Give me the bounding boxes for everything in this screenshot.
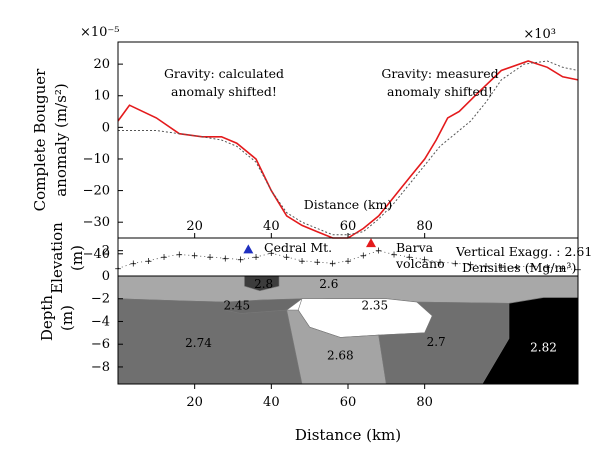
calculated-anomaly-line (117, 60, 579, 239)
elevation-point: + (559, 264, 567, 274)
calculated-anomaly-note-line1: Gravity: calculated (164, 66, 284, 81)
depth-xlabel: Distance (km) (295, 426, 401, 444)
gravity-ytick-label: −40 (83, 247, 110, 262)
gravity-xtick-label: 40 (263, 219, 280, 234)
elevation-point: + (298, 257, 306, 267)
depth-xtick-label: 20 (186, 395, 203, 410)
elevation-point: + (206, 253, 214, 263)
depth-xtick-label: 80 (416, 395, 433, 410)
elevation-point: + (160, 253, 168, 263)
elevation-point: + (390, 250, 398, 260)
density-label: 2.74 (185, 336, 212, 350)
depth-ytick-label: −6 (91, 337, 110, 352)
elevation-point: + (436, 258, 444, 268)
elevation-point: + (176, 250, 184, 260)
elevation-point: + (467, 261, 475, 271)
elevation-point: + (252, 253, 260, 263)
elevation-ytick-label: 2 (102, 244, 110, 259)
elevation-point: + (268, 249, 276, 259)
elevation-point: + (191, 252, 199, 262)
elevation-point: + (344, 257, 352, 267)
density-label: 2.35 (361, 299, 388, 313)
elevation-point: + (452, 259, 460, 269)
density-label: 2.8 (254, 277, 273, 291)
vertical-exaggeration-label: Vertical Exagg. : 2.61 (455, 244, 592, 259)
gravity-ylabel-line1: Complete Bouguer (31, 68, 49, 212)
elevation-point: + (544, 263, 552, 273)
measured-anomaly-note-line2: anomaly shifted! (387, 84, 493, 99)
gravity-ytick-label: −10 (83, 152, 110, 167)
gravity-ytick-label: −20 (83, 184, 110, 199)
measured-anomaly-note-line1: Gravity: measured (381, 66, 498, 81)
gravity-ylabel-line2: anomaly (m/s²) (52, 83, 70, 197)
elevation-ylabel-line2: (m) (68, 245, 86, 271)
elevation-ytick-label: 0 (102, 269, 110, 284)
elevation-point: + (421, 256, 429, 266)
gravity-y-multiplier: ×10⁻⁵ (80, 25, 120, 40)
densities-unit-label: Densities (Mg/m³) (462, 260, 576, 275)
depth-ytick-label: −2 (91, 292, 110, 307)
elevation-point: + (513, 263, 521, 273)
density-label: 2.68 (327, 349, 354, 363)
density-label: 2.45 (223, 299, 250, 313)
gravity-panel: 20 10 0 −10 −20 −30 −40 20 40 60 80 ×10⁻⁵ ×10³ Co… (31, 25, 579, 262)
elevation-point: + (360, 252, 368, 262)
gravity-ytick-label: 10 (93, 89, 110, 104)
volcano-label: volcano (395, 256, 445, 271)
gravity-xtick-label: 20 (186, 219, 203, 234)
gravity-ytick-label: 20 (93, 57, 110, 72)
density-label: 2.7 (427, 335, 446, 349)
gravity-xtick-label: 80 (416, 219, 433, 234)
elevation-point: + (237, 256, 245, 266)
gravity-ytick-label: −30 (83, 215, 110, 230)
depth-xtick-label: 40 (263, 395, 280, 410)
density-label: 2.82 (530, 341, 557, 355)
depth-xtick-label: 60 (340, 395, 357, 410)
gravity-xlabel: Distance (km) (304, 197, 393, 212)
calculated-anomaly-note-line2: anomaly shifted! (171, 84, 277, 99)
elevation-point: + (283, 253, 291, 263)
barva-label: Barva (396, 240, 434, 255)
elevation-point: + (482, 262, 490, 272)
density-plot-frame (117, 275, 579, 385)
elevation-point: + (329, 259, 337, 269)
gravity-x-multiplier: ×10³ (523, 27, 556, 42)
elevation-point: + (130, 259, 138, 269)
elevation-point: + (528, 262, 536, 272)
barva-volcano-marker (366, 238, 376, 248)
depth-ytick-label: −8 (91, 360, 110, 375)
density-model-panel: 2.6 2.8 2.45 2.74 2.35 2.68 2.7 2.82 −2 −4 −6 −8 2… (38, 275, 579, 444)
depth-ytick-label: −4 (91, 314, 110, 329)
elevation-point: + (145, 257, 153, 267)
cedral-mt-marker (243, 244, 254, 254)
elevation-point: + (314, 258, 322, 268)
depth-ylabel-line1: Depth (38, 295, 56, 342)
gravity-ytick-label: 0 (102, 120, 110, 135)
cedral-mt-label: Cedral Mt. (264, 240, 332, 255)
elevation-point: + (375, 247, 383, 257)
elevation-point: + (222, 254, 230, 264)
elevation-point: + (406, 253, 414, 263)
gravity-xtick-label: 60 (340, 219, 357, 234)
depth-ylabel-line2: (m) (58, 305, 76, 331)
elevation-panel: 20 ++ + + + + + + + + + + + + + +++ + + + + + + + + + + + + + Eleva… (48, 222, 592, 294)
elevation-ylabel-line1: Elevation (48, 222, 66, 294)
density-label: 2.6 (319, 277, 338, 291)
elevation-point: + (498, 263, 506, 273)
